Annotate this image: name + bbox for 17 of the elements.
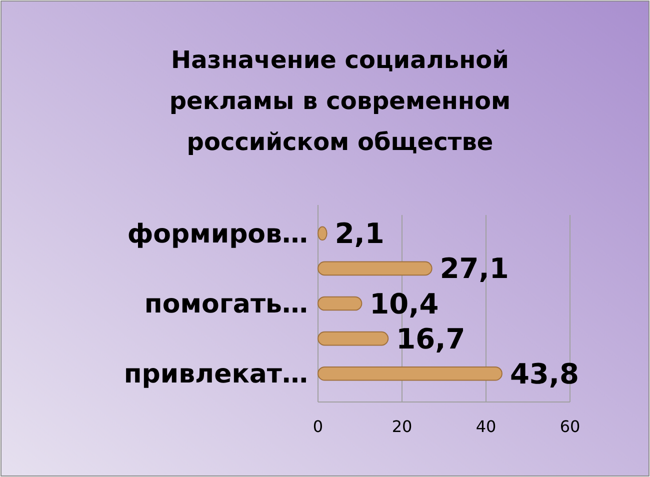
bar xyxy=(318,366,502,381)
bar xyxy=(318,261,432,276)
data-label: 2,1 xyxy=(334,217,384,250)
chart-title: Назначение социальной рекламы в современном российском обществе xyxy=(169,46,511,156)
data-label: 10,4 xyxy=(370,287,439,320)
y-tick-label: формиров… xyxy=(127,219,308,250)
x-tick-label: 20 xyxy=(392,417,412,436)
bar xyxy=(318,331,389,346)
y-tick-label: помогать… xyxy=(144,290,308,320)
data-label: 27,1 xyxy=(440,252,509,286)
y-tick-label: привлекат… xyxy=(124,360,308,390)
data-label: 16,7 xyxy=(396,322,466,356)
x-tick-label: 0 xyxy=(312,417,324,436)
bar xyxy=(318,296,362,311)
x-tick-label: 40 xyxy=(476,417,496,436)
x-tick-label: 60 xyxy=(560,417,580,436)
data-label: 43,8 xyxy=(510,357,580,390)
